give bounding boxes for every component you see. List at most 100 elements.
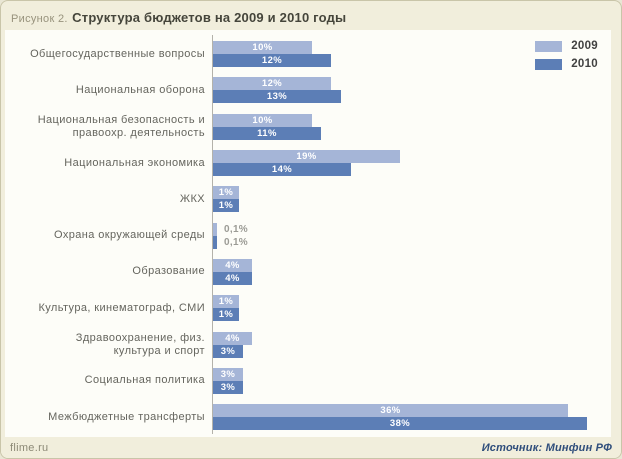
chart-row: Здравоохранение, физ. культура и спорт 4%… xyxy=(5,326,611,362)
bar-group: 1% 1% xyxy=(212,295,611,322)
bar-2009: 1% xyxy=(213,186,239,200)
bar-line: 13% xyxy=(213,90,611,104)
page-title: Структура бюджетов на 2009 и 2010 годы xyxy=(72,10,347,25)
chart-row: Образование 4% 4% xyxy=(5,254,611,290)
bar-line: 14% xyxy=(213,163,611,177)
bar-value-label: 36% xyxy=(380,405,401,417)
bar-line: 4% xyxy=(213,331,611,345)
bar-value-label: 13% xyxy=(266,91,288,103)
bar-2009 xyxy=(213,222,217,236)
bar-2010: 14% xyxy=(213,163,351,177)
chart-row: Общегосударственные вопросы 10% 12% xyxy=(5,36,611,72)
category-label: Образование xyxy=(132,265,205,278)
category-label: Национальная оборона xyxy=(75,83,205,96)
bar-2009: 4% xyxy=(213,331,252,345)
figure-number-label: Рисунок 2. xyxy=(11,13,68,25)
bar-2009: 12% xyxy=(213,77,331,91)
category-label: Общегосударственные вопросы xyxy=(30,47,205,60)
chart-row: Охрана окружающей среды 0,1% 0,1% xyxy=(5,217,611,253)
figure-header: Рисунок 2. Структура бюджетов на 2009 и … xyxy=(1,1,621,30)
bar-2009: 1% xyxy=(213,295,239,309)
chart-row: Социальная политика 3% 3% xyxy=(5,363,611,399)
bar-value-label: 1% xyxy=(218,309,234,321)
bar-line: 4% xyxy=(213,271,611,285)
bar-value-label: 0,1% xyxy=(224,236,248,248)
chart-legend: 2009 2010 xyxy=(535,40,598,70)
y-axis-line xyxy=(212,35,213,434)
legend-label-2010: 2010 xyxy=(571,58,598,70)
bar-line: 10% xyxy=(213,41,611,55)
bar-line: 3% xyxy=(213,380,611,394)
bar-value-label: 4% xyxy=(225,332,240,344)
bar-value-label: 1% xyxy=(218,296,234,308)
chart-row: Культура, кинематограф, СМИ 1% 1% xyxy=(5,290,611,326)
bar-value-label: 1% xyxy=(218,187,234,199)
bar-value-label: 4% xyxy=(225,259,240,271)
chart-row: Национальная безопасность и правоохр. де… xyxy=(5,109,611,145)
bar-group: 3% 3% xyxy=(212,367,611,394)
legend-swatch-2009 xyxy=(535,40,563,52)
bar-line: 1% xyxy=(213,295,611,309)
bar-value-label: 1% xyxy=(218,200,234,212)
legend-label-2009: 2009 xyxy=(571,40,598,52)
bar-line: 1% xyxy=(213,199,611,213)
bar-line: 0,1% xyxy=(213,235,611,249)
category-label: Национальная безопасность и правоохр. де… xyxy=(37,113,205,139)
watermark-flime: flime.ru xyxy=(10,441,49,454)
bar-group: 0,1% 0,1% xyxy=(212,222,611,249)
category-label: ЖКХ xyxy=(179,192,205,205)
bar-group: 10% 11% xyxy=(212,113,611,140)
bar-value-label: 12% xyxy=(261,55,283,67)
chart-plot-area: Общегосударственные вопросы 10% 12% Национа… xyxy=(5,30,611,439)
source-credit: Источник: Минфин РФ xyxy=(481,441,612,454)
bar-value-label: 14% xyxy=(271,164,293,176)
bar-line: 3% xyxy=(213,344,611,358)
legend-swatch-2010 xyxy=(535,58,563,70)
bar-2009: 19% xyxy=(213,150,400,164)
bar-line: 38% xyxy=(213,417,611,431)
bar-value-label: 0,1% xyxy=(224,223,248,235)
bar-group: 10% 12% xyxy=(212,41,611,68)
bar-2010: 4% xyxy=(213,271,252,285)
category-label: Межбюджетные трансферты xyxy=(48,410,205,423)
bar-value-label: 4% xyxy=(225,272,240,284)
bar-2010: 3% xyxy=(213,344,243,358)
bar-line: 11% xyxy=(213,126,611,140)
bar-line: 10% xyxy=(213,113,611,127)
bar-2010: 38% xyxy=(213,417,587,431)
bar-2009: 10% xyxy=(213,41,312,55)
bar-group: 19% 14% xyxy=(212,150,611,177)
bar-group: 12% 13% xyxy=(212,77,611,104)
bar-line: 4% xyxy=(213,258,611,272)
chart-row: Национальная оборона 12% 13% xyxy=(5,72,611,108)
bar-value-label: 10% xyxy=(252,114,273,126)
bar-line: 0,1% xyxy=(213,222,611,236)
bar-2010 xyxy=(213,235,217,249)
bar-group: 4% 3% xyxy=(212,331,611,358)
bar-line: 3% xyxy=(213,367,611,381)
bar-line: 12% xyxy=(213,77,611,91)
bar-value-label: 38% xyxy=(389,418,411,430)
category-label: Национальная экономика xyxy=(64,156,205,169)
bar-2010: 3% xyxy=(213,380,243,394)
category-label: Культура, кинематограф, СМИ xyxy=(38,301,205,314)
bar-line: 19% xyxy=(213,150,611,164)
bar-2009: 36% xyxy=(213,404,568,418)
legend-item-2010: 2010 xyxy=(535,58,598,70)
category-label: Охрана окружающей среды xyxy=(54,229,205,242)
chart-row: Межбюджетные трансферты 36% 38% xyxy=(5,399,611,435)
legend-item-2009: 2009 xyxy=(535,40,598,52)
category-label: Социальная политика xyxy=(84,374,205,387)
bar-value-label: 3% xyxy=(220,381,236,393)
bar-value-label: 3% xyxy=(220,345,236,357)
figure-footer: flime.ru Источник: Минфин РФ xyxy=(1,437,621,458)
bar-group: 4% 4% xyxy=(212,258,611,285)
bar-2010: 11% xyxy=(213,126,321,140)
bar-value-label: 3% xyxy=(220,368,236,380)
bar-value-label: 11% xyxy=(257,127,277,139)
bar-line: 12% xyxy=(213,54,611,68)
bar-2009: 10% xyxy=(213,113,312,127)
chart-row: ЖКХ 1% 1% xyxy=(5,181,611,217)
bar-group: 36% 38% xyxy=(212,404,611,431)
